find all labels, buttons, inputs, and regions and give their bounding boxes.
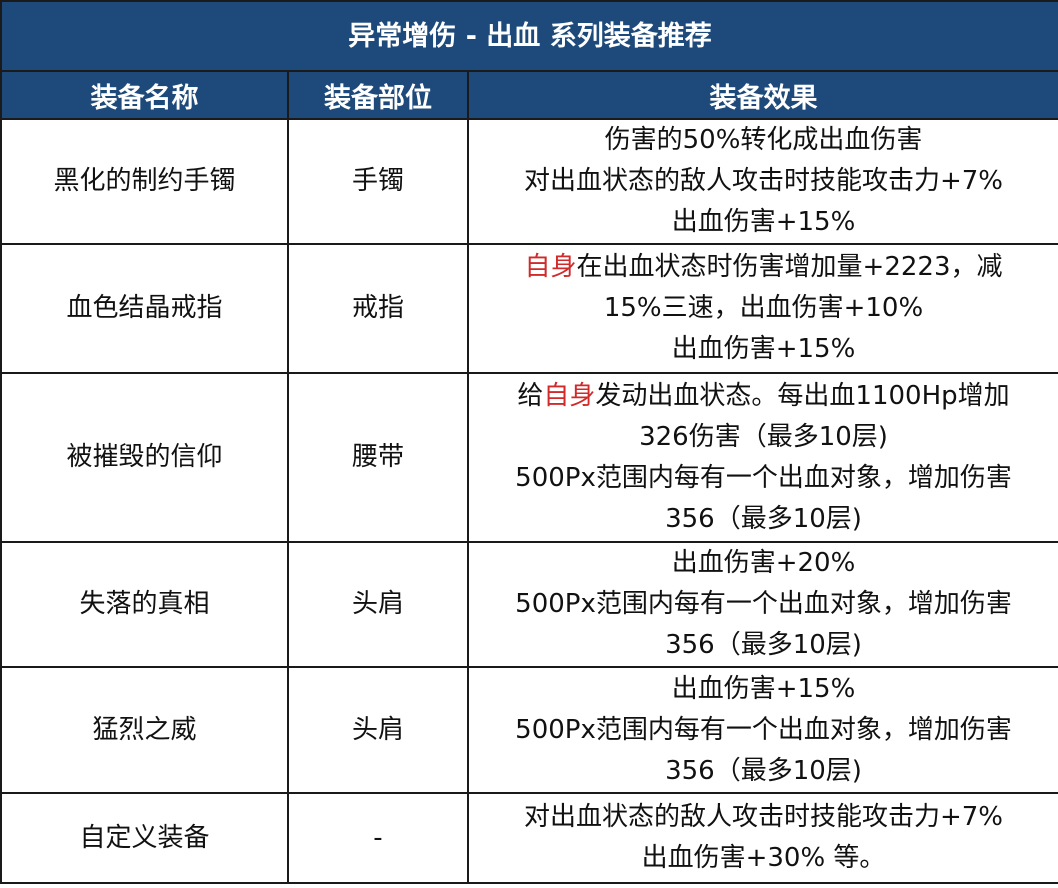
effect-text: 15%三速，出血伤害+10% bbox=[603, 293, 924, 323]
equipment-effect: 出血伤害+15% 500Px范围内每有一个出血对象，增加伤害 356（最多10层) bbox=[466, 666, 1058, 794]
effect-text: 356（最多10层) bbox=[665, 630, 862, 660]
table-body: 黑化的制约手镯 手镯 伤害的50%转化成出血伤害 对出血状态的敌人攻击时技能攻击力+7… bbox=[0, 118, 1058, 884]
effect-text: 356（最多10层) bbox=[665, 755, 862, 786]
effect-text: 326伤害（最多10层) bbox=[639, 421, 888, 452]
effect-line: 出血伤害+20% bbox=[469, 543, 1058, 584]
effect-line: 356（最多10层) bbox=[469, 625, 1058, 666]
equipment-slot: 手镯 bbox=[287, 118, 469, 245]
effect-text: 出血伤害+20% bbox=[671, 548, 856, 578]
table-row: 猛烈之威 头肩 出血伤害+15% 500Px范围内每有一个出血对象，增加伤害 356（最… bbox=[0, 666, 1058, 794]
effect-text: 500Px范围内每有一个出血对象，增加伤害 bbox=[515, 714, 1012, 745]
effect-text: 发动出血状态。每出血1100Hp增加 bbox=[595, 380, 1010, 411]
effect-line: 356（最多10层) bbox=[469, 751, 1058, 792]
effect-text: 在出血状态时伤害增加量+2223，减 bbox=[576, 252, 1003, 282]
effect-text: 伤害的50%转化成出血伤害 bbox=[604, 125, 923, 155]
effect-text: 对出血状态的敌人攻击时技能攻击力+7% bbox=[523, 802, 1004, 832]
effect-line: 出血伤害+30% 等。 bbox=[469, 838, 1058, 879]
effect-line: 出血伤害+15% bbox=[469, 669, 1058, 710]
table-row: 失落的真相 头肩 出血伤害+20% 500Px范围内每有一个出血对象，增加伤害 356（… bbox=[0, 541, 1058, 668]
effect-line: 出血伤害+15% bbox=[469, 202, 1058, 243]
equipment-effect: 给自身发动出血状态。每出血1100Hp增加 326伤害（最多10层) 500Px范围… bbox=[466, 372, 1058, 543]
table-row: 被摧毁的信仰 腰带 给自身发动出血状态。每出血1100Hp增加 326伤害（最多10层… bbox=[0, 372, 1058, 543]
header-slot: 装备部位 bbox=[287, 70, 469, 120]
effect-line: 500Px范围内每有一个出血对象，增加伤害 bbox=[469, 584, 1058, 625]
effect-text: 给 bbox=[517, 380, 544, 411]
table-row: 黑化的制约手镯 手镯 伤害的50%转化成出血伤害 对出血状态的敌人攻击时技能攻击力+7… bbox=[0, 118, 1058, 245]
header-effect: 装备效果 bbox=[466, 70, 1058, 120]
equipment-effect: 伤害的50%转化成出血伤害对出血状态的敌人攻击时技能攻击力+7% 出血伤害+15% bbox=[466, 118, 1058, 245]
equipment-name: 失落的真相 bbox=[0, 541, 289, 668]
highlight-text: 自身 bbox=[524, 252, 577, 282]
effect-text: 356（最多10层) bbox=[665, 503, 862, 534]
equipment-effect: 对出血状态的敌人攻击时技能攻击力+7% 出血伤害+30% 等。 bbox=[466, 792, 1058, 884]
equipment-name: 血色结晶戒指 bbox=[0, 243, 289, 374]
effect-text: 对出血状态的敌人攻击时技能攻击力+7% bbox=[523, 166, 1004, 196]
effect-text: 出血伤害+15% bbox=[671, 334, 856, 364]
table-row: 血色结晶戒指 戒指 自身在出血状态时伤害增加量+2223，减 15%三速，出血伤害+1… bbox=[0, 243, 1058, 374]
equipment-effect: 自身在出血状态时伤害增加量+2223，减 15%三速，出血伤害+10% 出血伤害+1… bbox=[466, 243, 1058, 374]
equipment-effect: 出血伤害+20% 500Px范围内每有一个出血对象，增加伤害 356（最多10层) bbox=[466, 541, 1058, 668]
effect-line: 伤害的50%转化成出血伤害 bbox=[469, 120, 1058, 161]
highlight-text: 自身 bbox=[543, 380, 596, 411]
effect-line: 给自身发动出血状态。每出血1100Hp增加 bbox=[469, 376, 1058, 417]
effect-text: 出血伤害+15% bbox=[671, 207, 856, 237]
effect-text: 500Px范围内每有一个出血对象，增加伤害 bbox=[515, 462, 1012, 493]
table-title: 异常增伤 - 出血 系列装备推荐 bbox=[0, 0, 1058, 72]
effect-line: 出血伤害+15% bbox=[469, 329, 1058, 370]
table-row: 自定义装备 - 对出血状态的敌人攻击时技能攻击力+7% 出血伤害+30% 等。 bbox=[0, 792, 1058, 884]
effect-text: 500Px范围内每有一个出血对象，增加伤害 bbox=[515, 589, 1012, 619]
header-name: 装备名称 bbox=[0, 70, 289, 120]
equipment-slot: 头肩 bbox=[287, 666, 469, 794]
equipment-slot: - bbox=[287, 792, 469, 884]
effect-text: 出血伤害+15% bbox=[671, 673, 856, 704]
effect-line: 15%三速，出血伤害+10% bbox=[469, 288, 1058, 329]
effect-line: 500Px范围内每有一个出血对象，增加伤害 bbox=[469, 458, 1058, 499]
effect-line: 自身在出血状态时伤害增加量+2223，减 bbox=[469, 247, 1058, 288]
equipment-name: 猛烈之威 bbox=[0, 666, 289, 794]
effect-line: 对出血状态的敌人攻击时技能攻击力+7% bbox=[469, 797, 1058, 838]
equipment-slot: 腰带 bbox=[287, 372, 469, 543]
equipment-name: 黑化的制约手镯 bbox=[0, 118, 289, 245]
equipment-name: 被摧毁的信仰 bbox=[0, 372, 289, 543]
equipment-slot: 头肩 bbox=[287, 541, 469, 668]
effect-line: 对出血状态的敌人攻击时技能攻击力+7% bbox=[469, 161, 1058, 202]
effect-line: 356（最多10层) bbox=[469, 499, 1058, 540]
equipment-name: 自定义装备 bbox=[0, 792, 289, 884]
effect-line: 326伤害（最多10层) bbox=[469, 417, 1058, 458]
effect-line: 500Px范围内每有一个出血对象，增加伤害 bbox=[469, 710, 1058, 751]
effect-text: 出血伤害+30% 等。 bbox=[641, 843, 886, 873]
equipment-slot: 戒指 bbox=[287, 243, 469, 374]
